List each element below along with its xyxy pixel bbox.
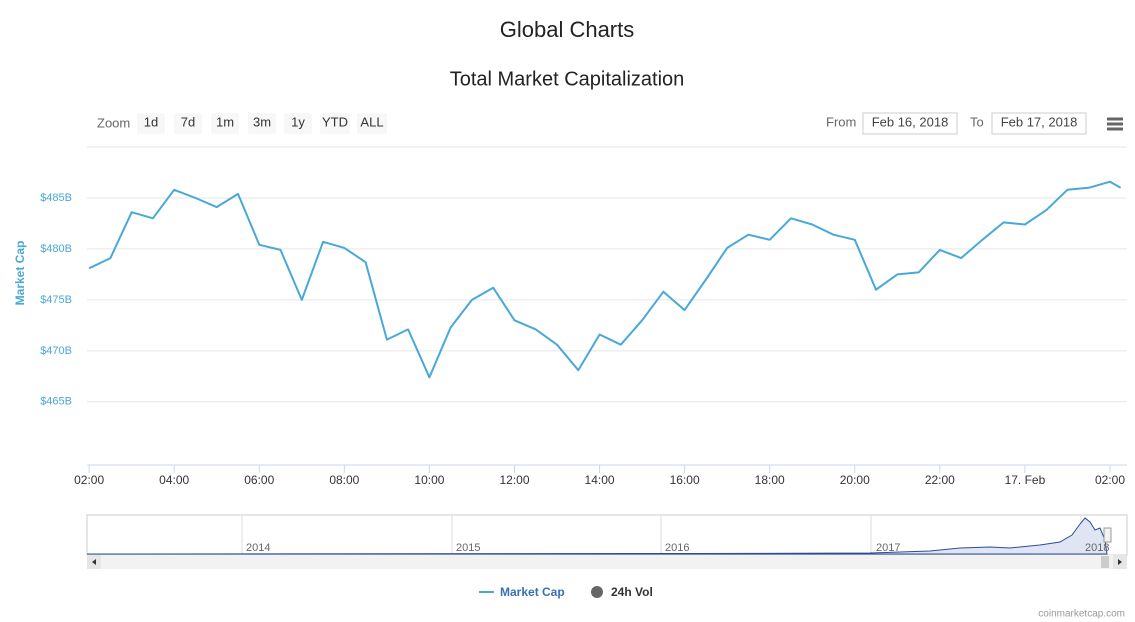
x-tick-label: 12:00 (499, 473, 529, 487)
zoom-label: Zoom (97, 115, 130, 130)
x-tick-label: 14:00 (585, 473, 615, 487)
menu-button[interactable] (1107, 117, 1123, 131)
x-tick-label: 04:00 (159, 473, 189, 487)
zoom-button-label: YTD (322, 114, 348, 129)
zoom-button-label: 1y (291, 114, 305, 129)
zoom-button-label: 1m (216, 114, 234, 129)
y-axis-label: Market Cap (13, 241, 27, 306)
navigator-year: 2016 (665, 542, 689, 554)
x-tick-label: 06:00 (244, 473, 274, 487)
y-tick-label: $480B (40, 243, 72, 255)
from-value: Feb 16, 2018 (872, 114, 949, 129)
y-tick-label: $465B (40, 396, 72, 408)
credit: coinmarketcap.com (1038, 609, 1125, 620)
zoom-button[interactable] (357, 113, 387, 134)
x-tick-label: 02:00 (74, 473, 104, 487)
to-label: To (970, 114, 984, 129)
zoom-button[interactable] (174, 113, 202, 134)
zoom-button[interactable] (248, 113, 276, 134)
navigator-year: 2015 (456, 542, 480, 554)
legend-label[interactable]: 24h Vol (611, 585, 653, 599)
zoom-button[interactable] (137, 113, 165, 134)
zoom-button[interactable] (284, 113, 312, 134)
navigator-year: 2018 (1085, 542, 1109, 554)
zoom-button-label: 1d (144, 114, 158, 129)
x-tick-label: 10:00 (414, 473, 444, 487)
y-tick-label: $475B (40, 294, 72, 306)
x-tick-label: 08:00 (329, 473, 359, 487)
legend-symbol (591, 586, 603, 598)
navigator (86, 514, 1128, 569)
to-value: Feb 17, 2018 (1001, 114, 1078, 129)
x-tick-label: 20:00 (840, 473, 870, 487)
x-tick-label: 22:00 (925, 473, 955, 487)
zoom-button[interactable] (211, 113, 239, 134)
zoom-button[interactable] (320, 113, 350, 134)
x-tick-label: 18:00 (755, 473, 785, 487)
y-tick-label: $485B (40, 192, 72, 204)
x-tick-label: 16:00 (670, 473, 700, 487)
zoom-button-label: 7d (181, 114, 195, 129)
from-input[interactable] (862, 112, 958, 135)
y-tick-label: $470B (40, 345, 72, 357)
to-input[interactable] (991, 112, 1087, 135)
navigator-year: 2014 (246, 542, 270, 554)
navigator-year: 2017 (876, 542, 900, 554)
zoom-button-label: ALL (360, 114, 383, 129)
page-title: Global Charts (500, 17, 635, 42)
legend-label[interactable]: Market Cap (500, 585, 565, 599)
chart-title: Total Market Capitalization (450, 68, 685, 90)
from-label: From (826, 114, 856, 129)
line-series (88, 180, 1122, 379)
x-tick-label: 02:00 (1095, 473, 1125, 487)
zoom-button-label: 3m (253, 114, 271, 129)
x-tick-label: 17. Feb (1005, 473, 1046, 487)
